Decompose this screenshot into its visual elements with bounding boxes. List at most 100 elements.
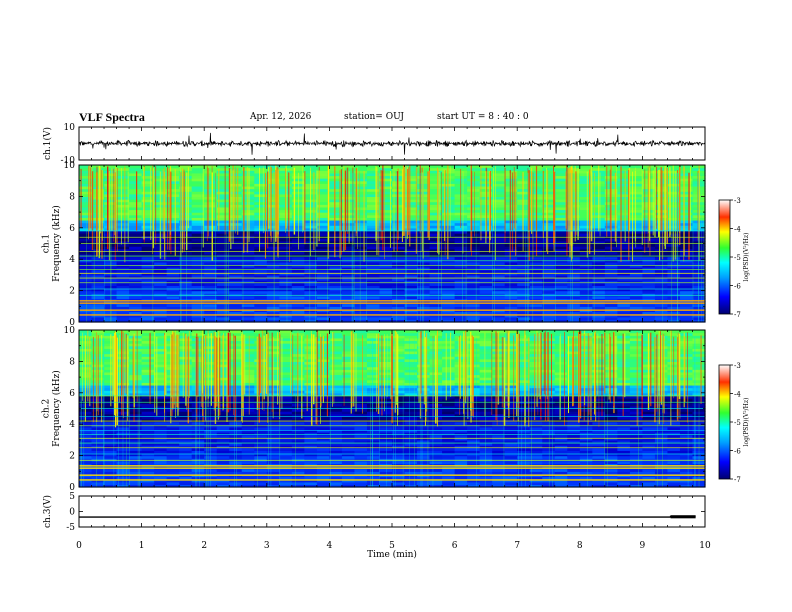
spectrogram-cell (604, 314, 618, 318)
spectrogram-cell (579, 290, 593, 294)
spectrogram-cell (179, 217, 193, 221)
spectrogram-cell (517, 212, 531, 216)
spectrogram-cell (454, 484, 468, 488)
spectrogram-cell (166, 439, 180, 444)
spectrogram-cell (79, 306, 93, 310)
spectrogram-cell (216, 442, 230, 446)
spectrogram-cell (517, 217, 531, 221)
spectrogram-cell (329, 183, 343, 187)
spectrogram-cell (679, 455, 694, 459)
spectrogram-cell (629, 227, 643, 232)
spectrogram-cell (442, 214, 456, 218)
spectrogram-cell (567, 460, 581, 465)
spectrogram-cell (304, 293, 318, 297)
spectrogram-cell (567, 481, 581, 485)
spectrogram-cell (129, 272, 143, 276)
spectrogram-cell (442, 303, 456, 307)
spectrogram-cell (204, 256, 218, 260)
spectrogram-cell (191, 212, 205, 216)
spectrogram-cell (492, 416, 506, 420)
spectrogram-cell (592, 306, 606, 310)
spectrogram-cell (604, 481, 618, 485)
spectrogram-cell (79, 240, 93, 245)
spectrogram-cell (229, 290, 243, 294)
spectrogram-cell (229, 434, 243, 438)
spectrogram-cell (216, 484, 230, 488)
spectrogram-cell (154, 267, 168, 271)
spectrogram-cell (341, 243, 356, 247)
spectrogram-cell (341, 481, 356, 485)
spectrogram-cell (517, 481, 531, 485)
spectrogram-cell (442, 282, 456, 286)
spectrogram-cell (254, 290, 268, 294)
spectrogram-cell (579, 209, 593, 213)
spectrogram-cell (79, 230, 93, 234)
spectrogram-cell (116, 206, 130, 211)
spectrogram-cell (316, 248, 330, 252)
spectrogram-cell (492, 280, 506, 284)
spectrogram-cell (366, 172, 381, 177)
spectrogram-cell (492, 214, 506, 218)
spectrogram-cell (204, 183, 218, 187)
spectrogram-cell (91, 201, 105, 205)
spectrogram-cell (229, 185, 243, 190)
spectrogram-cell (492, 261, 506, 266)
spectrogram-cell (617, 175, 631, 179)
spectrogram-cell (542, 476, 556, 480)
spectrogram-cell (229, 319, 243, 323)
spectrogram-cell (179, 458, 193, 462)
spectrogram-cell (129, 411, 143, 415)
spectrogram-cell (467, 429, 481, 433)
spectrogram-cell (379, 227, 393, 232)
spectrogram-cell (216, 233, 230, 237)
spectrogram-cell (679, 253, 694, 258)
spectrogram-cell (654, 261, 669, 266)
spectrogram-cell (341, 272, 356, 276)
spectrogram-cell (504, 212, 518, 216)
spectrogram-cell (454, 180, 468, 184)
spectrogram-cell (316, 264, 330, 268)
spectrogram-cell (191, 306, 205, 310)
spectrogram-cell (279, 243, 293, 247)
spectrogram-cell (141, 416, 155, 420)
spectrogram-cell (191, 183, 205, 187)
spectrogram-cell (542, 261, 556, 266)
spectrogram-cell (429, 277, 443, 281)
spectrogram-cell (404, 311, 418, 315)
spectrogram-cell (254, 269, 268, 273)
spectrogram-cell (442, 206, 456, 211)
spectrogram-cell (79, 277, 93, 281)
spectrogram-cell (216, 165, 230, 169)
spectrogram-cell (104, 418, 118, 423)
spectrogram-cell (567, 319, 581, 323)
spectrogram-cell (166, 450, 180, 454)
spectrogram-cell (667, 282, 681, 286)
spectrogram-cell (141, 421, 155, 425)
spectrogram-cell (316, 479, 330, 483)
spectrogram-cell (91, 204, 105, 208)
spectrogram-cell (492, 432, 506, 436)
spectrogram-cell (667, 209, 681, 213)
spectrogram-cell (79, 468, 93, 472)
spectrogram-cell (454, 206, 468, 211)
spectrogram-cell (467, 248, 481, 252)
spectrogram-cell (467, 256, 481, 260)
spectrogram-cell (279, 256, 293, 260)
spectrogram-cell (679, 481, 694, 485)
spectrogram-cell (429, 319, 443, 323)
spectrogram-cell (191, 481, 205, 485)
spectrogram-cell (379, 311, 393, 315)
spectrogram-cell (479, 319, 493, 323)
spectrogram-cell (404, 416, 418, 420)
spectrogram-cell (316, 471, 330, 475)
spectrogram-cell (617, 468, 631, 472)
spectrogram-cell (266, 458, 280, 462)
spectrogram-cell (91, 178, 105, 182)
spectrogram-cell (204, 277, 218, 281)
spectrogram-cell (266, 267, 280, 271)
spectrogram-cell (366, 238, 381, 242)
spectrogram-cell (554, 183, 568, 187)
spectrogram-cell (154, 165, 168, 169)
spectrogram-cell (642, 261, 656, 266)
